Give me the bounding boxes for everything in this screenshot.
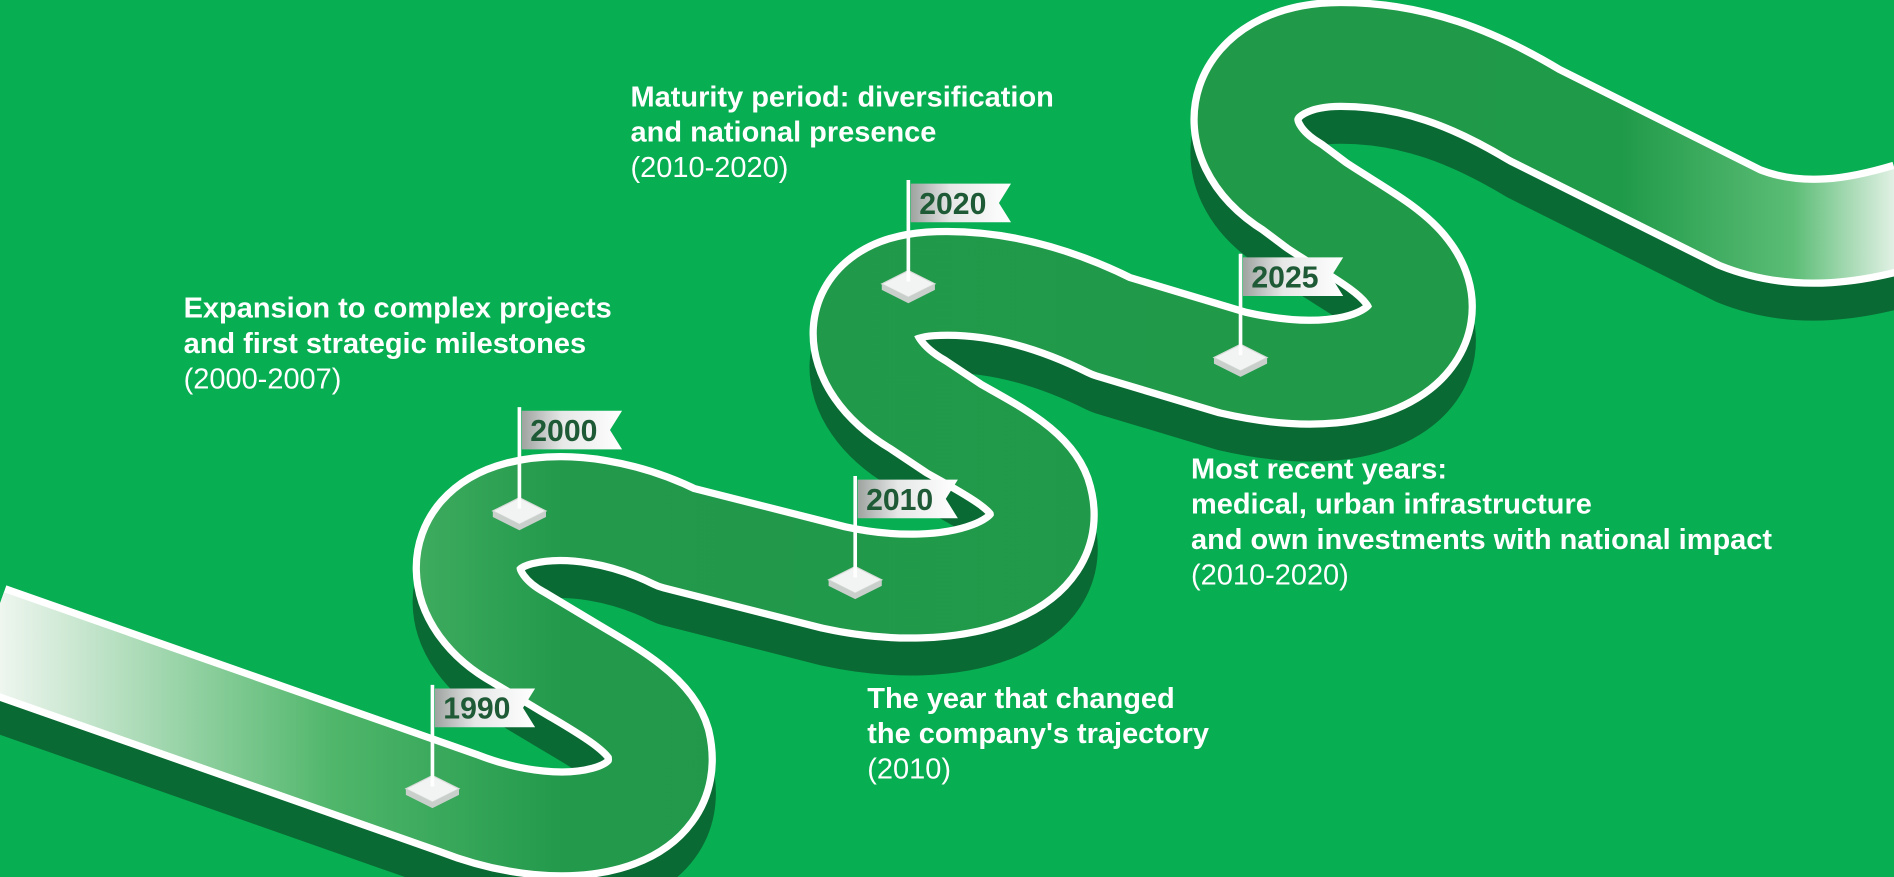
note-title: Expansion to complex projects (184, 293, 612, 325)
note: Most recent years: medical, urban infrast… (1191, 453, 1772, 591)
flag-year: 2010 (866, 484, 933, 517)
note-period: (2010) (867, 754, 951, 786)
timeline: 1990 2000 2010 2020 2025 Expansion to comple… (0, 0, 1894, 877)
note-title: and own investments with national impact (1191, 524, 1772, 556)
note-title: the company's trajectory (867, 718, 1209, 750)
note-period: (2010-2020) (631, 152, 789, 184)
flag-year: 2025 (1251, 262, 1318, 295)
note-title: and national presence (631, 117, 937, 149)
note-title: The year that changed (867, 683, 1174, 715)
note-title: Maturity period: diversification (631, 81, 1054, 113)
note: Maturity period: diversification and nati… (631, 81, 1054, 184)
note-period: (2000-2007) (184, 363, 342, 395)
flag-year: 2020 (919, 188, 986, 221)
note-title: and first strategic milestones (184, 328, 586, 360)
note-title: medical, urban infrastructure (1191, 489, 1592, 521)
flag-year: 1990 (443, 693, 510, 726)
flag-year: 2000 (530, 415, 597, 448)
note-period: (2010-2020) (1191, 560, 1349, 592)
note-title: Most recent years: (1191, 453, 1447, 485)
page: 1990 2000 2010 2020 2025 Expansion to comple… (0, 0, 1894, 877)
